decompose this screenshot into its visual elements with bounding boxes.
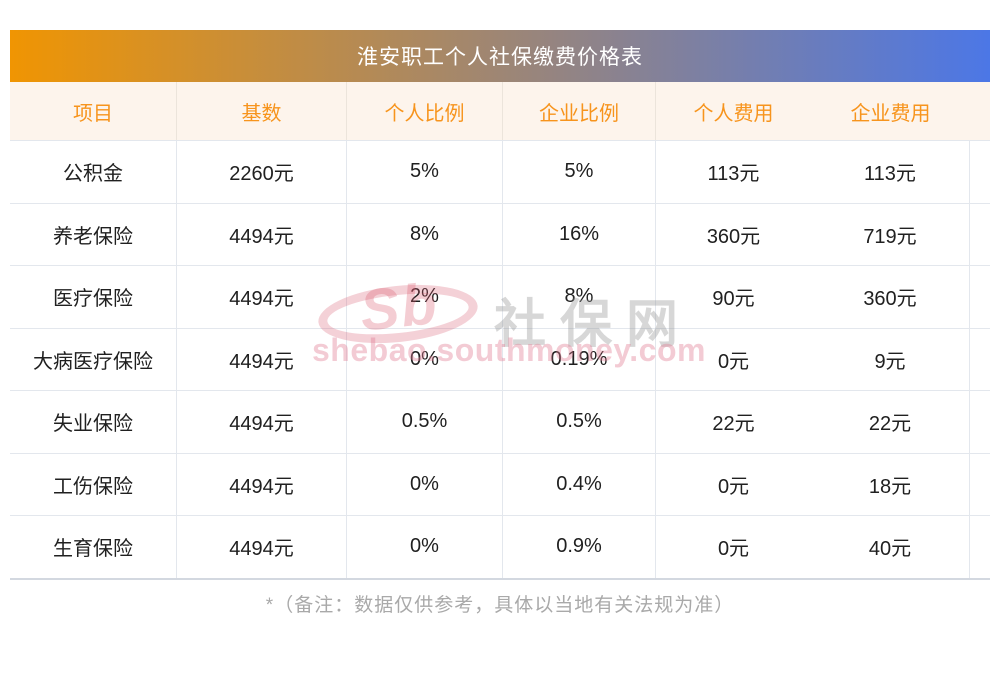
cell-base: 4494元 bbox=[177, 203, 347, 265]
cell-personal-fee: 113元 bbox=[707, 163, 760, 186]
row-spacer bbox=[970, 516, 990, 578]
cell-personal-ratio: 8% bbox=[347, 203, 503, 265]
cell-item: 大病医疗保险 bbox=[10, 328, 177, 390]
cell-item: 工伤保险 bbox=[10, 453, 177, 515]
cell-base: 4494元 bbox=[177, 453, 347, 515]
cell-personal-ratio: 0% bbox=[347, 453, 503, 515]
column-header-base: 基数 bbox=[177, 82, 347, 140]
cell-company-ratio: 0.5% bbox=[503, 391, 656, 453]
cell-personal-fee: 360元 bbox=[706, 225, 761, 248]
row-spacer bbox=[970, 454, 990, 516]
cell-company-ratio: 8% bbox=[503, 266, 656, 328]
cell-base: 4494元 bbox=[177, 391, 347, 453]
cell-company-fee: 9元 bbox=[811, 328, 970, 390]
cell-company-fee: 719元 bbox=[811, 203, 970, 265]
cell-company-ratio: 0.9% bbox=[503, 516, 656, 578]
cell-company-fee: 40元 bbox=[811, 516, 970, 578]
cell-company-fee: 360元 bbox=[811, 266, 970, 328]
cell-item: 失业保险 bbox=[10, 391, 177, 453]
table-row: 医疗保险 4494元 2% 8% 90元 360元 bbox=[10, 265, 990, 328]
table-title: 淮安职工个人社保缴费价格表 bbox=[357, 46, 643, 69]
cell-company-ratio: 0.4% bbox=[503, 453, 656, 515]
cell-company-ratio: 0.19% bbox=[503, 328, 656, 390]
column-header-company-ratio: 企业比例 bbox=[503, 82, 656, 140]
cell-item: 公积金 bbox=[10, 141, 177, 203]
table-header-row: 项目 基数 个人比例 企业比例 个人费用 企业费用 bbox=[10, 82, 990, 140]
cell-personal-fee: 22元 bbox=[712, 413, 755, 436]
cell-company-fee: 22元 bbox=[811, 391, 970, 453]
row-spacer bbox=[970, 204, 990, 266]
table-row: 失业保险 4494元 0.5% 0.5% 22元 22元 bbox=[10, 390, 990, 453]
cell-personal-ratio: 5% bbox=[347, 141, 503, 203]
cell-company-fee: 18元 bbox=[811, 453, 970, 515]
column-header-personal-ratio: 个人比例 bbox=[347, 82, 503, 140]
table-row: 大病医疗保险 4494元 0% 0.19% 0元 9元 bbox=[10, 327, 990, 391]
row-spacer bbox=[970, 329, 990, 391]
cell-company-ratio: 5% bbox=[503, 141, 656, 203]
column-header-personal-fee: 个人费用 bbox=[693, 102, 774, 125]
table-title-bar: 淮安职工个人社保缴费价格表 bbox=[10, 30, 990, 82]
cell-company-ratio: 16% bbox=[503, 203, 656, 265]
social-insurance-price-table: 淮安职工个人社保缴费价格表 项目 基数 个人比例 企业比例 个人费用 企业费用 … bbox=[10, 30, 990, 580]
cell-item: 生育保险 bbox=[10, 516, 177, 578]
cell-base: 4494元 bbox=[177, 266, 347, 328]
cell-personal-fee: 0元 bbox=[717, 350, 750, 373]
header-spacer bbox=[970, 82, 990, 140]
cell-item: 医疗保险 bbox=[10, 266, 177, 328]
cell-base: 4494元 bbox=[177, 328, 347, 390]
cell-base: 4494元 bbox=[177, 516, 347, 578]
cell-personal-fee: 0元 bbox=[717, 475, 750, 498]
row-spacer bbox=[970, 391, 990, 453]
cell-base: 2260元 bbox=[177, 141, 347, 203]
cell-personal-fee: 90元 bbox=[712, 288, 755, 311]
cell-personal-ratio: 0% bbox=[347, 328, 503, 390]
column-header-company-fee: 企业费用 bbox=[850, 102, 931, 125]
cell-personal-ratio: 2% bbox=[347, 266, 503, 328]
cell-item: 养老保险 bbox=[10, 203, 177, 265]
table-row: 工伤保险 4494元 0% 0.4% 0元 18元 bbox=[10, 452, 990, 516]
cell-personal-ratio: 0.5% bbox=[347, 391, 503, 453]
row-spacer bbox=[970, 141, 990, 203]
table-row: 生育保险 4494元 0% 0.9% 0元 40元 bbox=[10, 515, 990, 578]
row-spacer bbox=[970, 266, 990, 328]
column-header-item: 项目 bbox=[10, 82, 177, 140]
table-row: 公积金 2260元 5% 5% 113元 113元 bbox=[10, 140, 990, 203]
table-row: 养老保险 4494元 8% 16% 360元 719元 bbox=[10, 202, 990, 266]
footnote: *（备注：数据仅供参考，具体以当地有关法规为准） bbox=[265, 595, 735, 616]
cell-personal-fee: 0元 bbox=[717, 538, 750, 561]
cell-company-fee: 113元 bbox=[811, 141, 970, 203]
cell-personal-ratio: 0% bbox=[347, 516, 503, 578]
